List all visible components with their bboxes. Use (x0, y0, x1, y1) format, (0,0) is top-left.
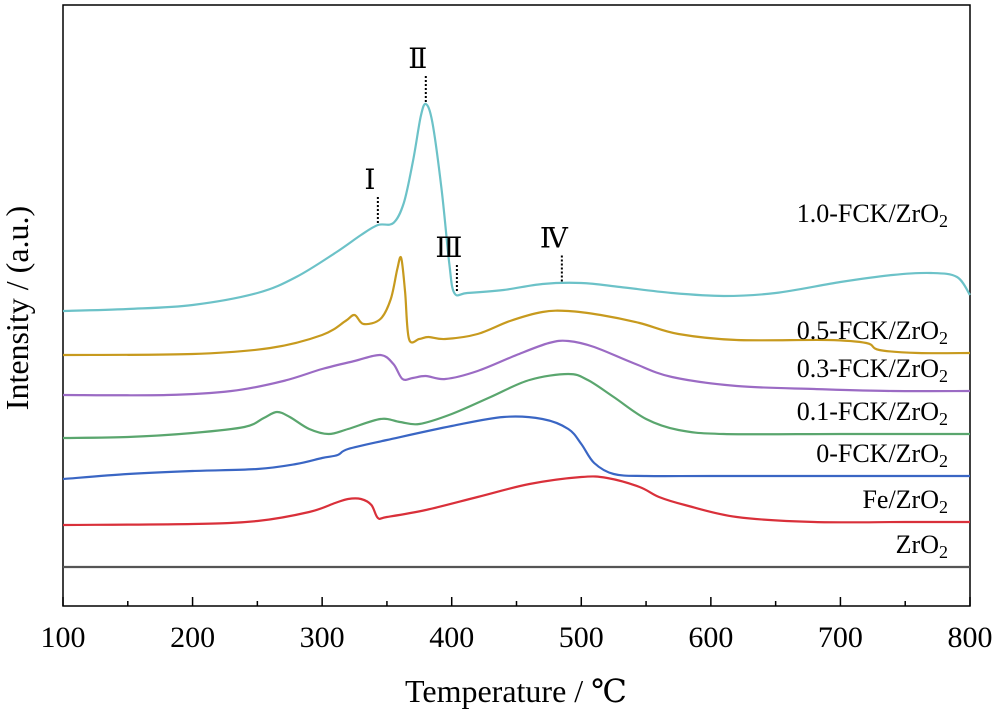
series-line-6 (62, 102, 971, 313)
series-label-4: 0.3-FCK/ZrO2 (797, 354, 948, 386)
series-line-3 (62, 372, 970, 440)
x-tick-label: 200 (170, 621, 215, 654)
series-line-4 (62, 339, 971, 397)
plot-border (62, 4, 971, 607)
series-label-2: 0-FCK/ZrO2 (816, 439, 948, 471)
series-label-3: 0.1-FCK/ZrO2 (797, 397, 948, 429)
series-line-5 (62, 256, 971, 357)
series-layer (62, 102, 971, 569)
peak-marker-label: Ⅳ (540, 224, 569, 255)
y-axis-title: Intensity / (a.u.) (0, 206, 35, 410)
series-line-2 (62, 415, 970, 481)
x-tick-label: 400 (429, 621, 474, 654)
x-tick-label: 500 (559, 621, 604, 654)
x-axis-title: Temperature / ℃ (405, 673, 627, 709)
series-label-6: 1.0-FCK/ZrO2 (797, 199, 948, 231)
series-line-1 (62, 475, 970, 527)
series-label-0: ZrO2 (896, 530, 948, 562)
x-tick-label: 700 (818, 621, 863, 654)
plot-frame (62, 4, 971, 607)
series-labels: ZrO2 Fe/ZrO2 0-FCK/ZrO2 0.1-FCK/ZrO2 0.3-FCK… (797, 199, 948, 562)
peak-marker-label: Ⅲ (435, 233, 462, 264)
x-tick-label: 600 (688, 621, 733, 654)
series-label-5: 0.5-FCK/ZrO2 (797, 316, 948, 348)
peak-markers: Ⅰ Ⅱ Ⅲ Ⅳ (364, 44, 569, 291)
x-tick-label: 800 (948, 621, 993, 654)
x-tick-label: 300 (300, 621, 345, 654)
series-label-1: Fe/ZrO2 (862, 485, 948, 517)
peak-marker-label: Ⅱ (408, 44, 427, 75)
x-tick-label: 100 (41, 621, 86, 654)
peak-marker-label: Ⅰ (364, 165, 375, 196)
x-axis-ticks: 100 200 300 400 500 600 700 800 (41, 597, 993, 654)
